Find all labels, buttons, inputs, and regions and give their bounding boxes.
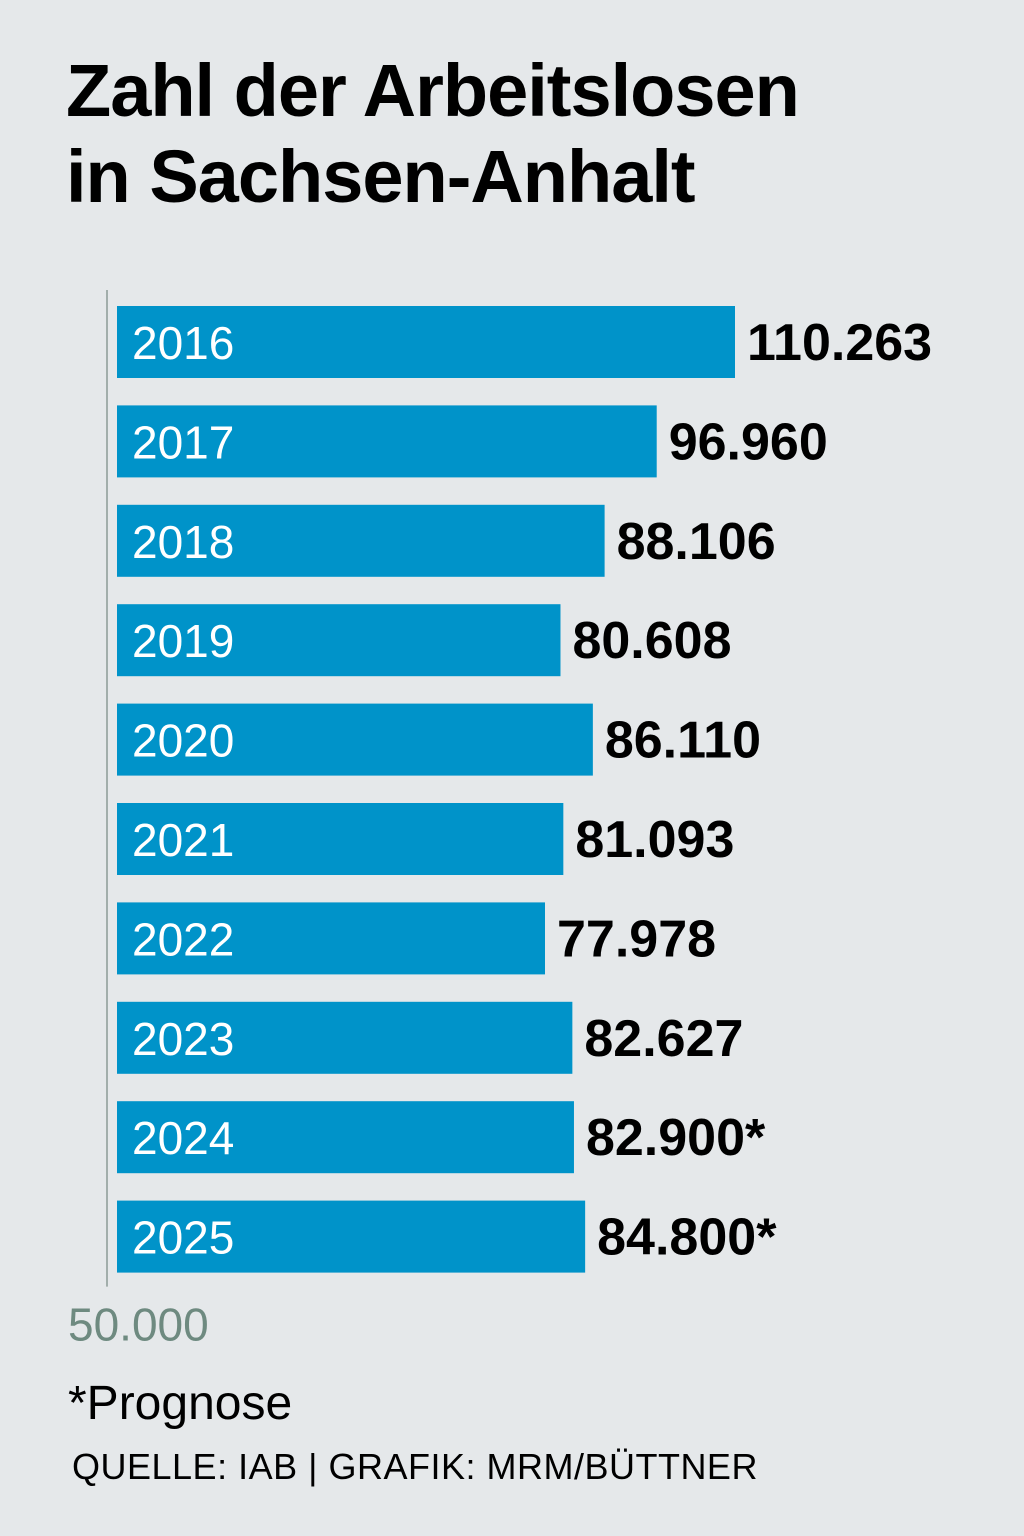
value-label-2020: 86.110 [605,712,761,770]
bar-2021 [117,803,564,875]
year-label-2022: 2022 [132,913,234,965]
value-label-2024: 82.900* [586,1109,766,1167]
bar-2016 [117,306,735,378]
value-label-2022: 77.978 [557,910,716,968]
axis-min-label: 50.000 [68,1299,209,1351]
bar-chart: 2016 110.263 2017 96.960 2018 88.106 2019 80.60… [68,290,932,1351]
bar-2023 [117,1001,573,1074]
value-label-2025: 84.800* [597,1209,777,1267]
year-label-2024: 2024 [132,1112,234,1164]
value-label-2021: 81.093 [575,811,734,869]
value-label-2019: 80.608 [572,612,731,670]
bar-2020 [117,703,593,776]
bar-2022 [117,902,545,975]
year-label-2025: 2025 [132,1212,234,1264]
bar-2017 [117,405,657,478]
title-line-2: in Sachsen-Anhalt [66,135,696,218]
year-label-2023: 2023 [132,1013,234,1065]
chart-title: Zahl der Arbeitslosen in Sachsen-Anhalt [66,48,800,220]
title-line-1: Zahl der Arbeitslosen [66,49,800,132]
value-label-2018: 88.106 [617,513,776,571]
year-label-2016: 2016 [132,317,234,369]
year-label-2018: 2018 [132,516,234,568]
year-label-2019: 2019 [132,615,234,667]
year-label-2017: 2017 [132,416,234,468]
bar-2018 [117,504,605,577]
bar-2019 [117,604,561,677]
footnote: *Prognose [68,1377,293,1430]
value-label-2016: 110.263 [747,314,932,372]
value-label-2023: 82.627 [584,1010,743,1068]
bar-2024 [117,1101,574,1174]
source-credit: QUELLE: IAB | GRAFIK: MRM/BÜTTNER [72,1446,758,1487]
year-label-2021: 2021 [132,814,234,866]
year-label-2020: 2020 [132,715,234,767]
value-label-2017: 96.960 [669,413,828,471]
bar-2025 [117,1200,586,1273]
